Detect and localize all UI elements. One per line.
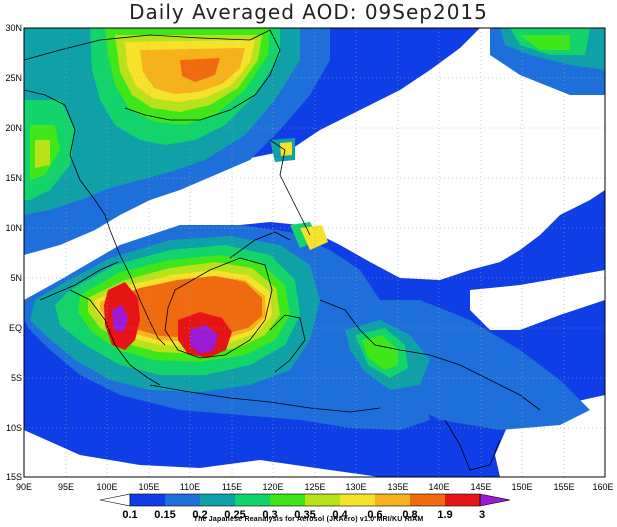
lat-label: 15N [5, 173, 22, 183]
lon-label: 125E [304, 482, 325, 492]
colorbar-label: 0.1 [122, 509, 137, 521]
colorbar: 0.1 0.15 0.2 0.25 0.3 0.35 0.4 0.6 0.8 1… [99, 493, 511, 521]
colorbar-swatch [235, 494, 270, 506]
colorbar-label: 1.9 [437, 509, 452, 521]
colorbar-label: 0.2 [192, 509, 207, 521]
colorbar-label: 0.15 [154, 509, 175, 521]
colorbar-label: 0.25 [224, 509, 245, 521]
colorbar-label: 0.35 [294, 509, 315, 521]
lon-label: 130E [345, 482, 366, 492]
colorbar-label: 0.8 [402, 509, 417, 521]
lon-label: 145E [470, 482, 491, 492]
map-title: Daily Averaged AOD: 09Sep2015 [129, 0, 488, 24]
lat-label: 30N [5, 23, 22, 33]
lon-label: 110E [180, 482, 200, 492]
aod-level-3 [112, 305, 218, 354]
colorbar-swatch [270, 494, 305, 506]
colorbar-swatch [375, 494, 410, 506]
lon-label: 160E [592, 482, 613, 492]
lon-label: 100E [96, 482, 117, 492]
colorbar-swatch [305, 494, 340, 506]
gridlines [24, 28, 605, 477]
colorbar-label: 3 [479, 509, 485, 521]
colorbar-label: 0.4 [332, 509, 348, 521]
lon-axis: 90E 95E 100E 105E 110E 115E 120E 125E 13… [16, 482, 614, 492]
colorbar-low-arrow [99, 493, 131, 507]
colorbar-swatch [130, 494, 165, 506]
lon-label: 150E [511, 482, 532, 492]
lat-label: 5S [11, 373, 22, 383]
colorbar-swatch [165, 494, 200, 506]
lon-label: 135E [387, 482, 408, 492]
lat-label: 10N [5, 223, 22, 233]
lat-label: EQ [9, 323, 22, 333]
lon-label: 140E [428, 482, 449, 492]
credit-line: The Japanese Reanalysis for Aerosol (JRA… [193, 516, 424, 523]
colorbar-high-arrow [479, 493, 511, 507]
lat-label: 20N [5, 123, 22, 133]
lat-label: 15S [6, 472, 22, 482]
aod-field [24, 28, 605, 477]
lat-axis: 30N 25N 20N 15N 10N 5N EQ 5S 10S 15S [5, 23, 22, 482]
lon-label: 120E [262, 482, 283, 492]
lon-label: 90E [16, 482, 32, 492]
lon-label: 115E [222, 482, 242, 492]
colorbar-swatch [340, 494, 375, 506]
colorbar-swatch [410, 494, 445, 506]
lat-label: 10S [6, 423, 22, 433]
lat-label: 5N [10, 273, 22, 283]
lon-label: 105E [138, 482, 159, 492]
colorbar-swatch [200, 494, 235, 506]
colorbar-label: 0.3 [262, 509, 277, 521]
colorbar-label: 0.6 [367, 509, 382, 521]
lat-label: 25N [5, 73, 22, 83]
coastlines [24, 29, 541, 471]
colorbar-swatch [445, 494, 480, 506]
lon-label: 95E [58, 482, 74, 492]
map-frame [23, 27, 606, 478]
lon-label: 155E [553, 482, 574, 492]
